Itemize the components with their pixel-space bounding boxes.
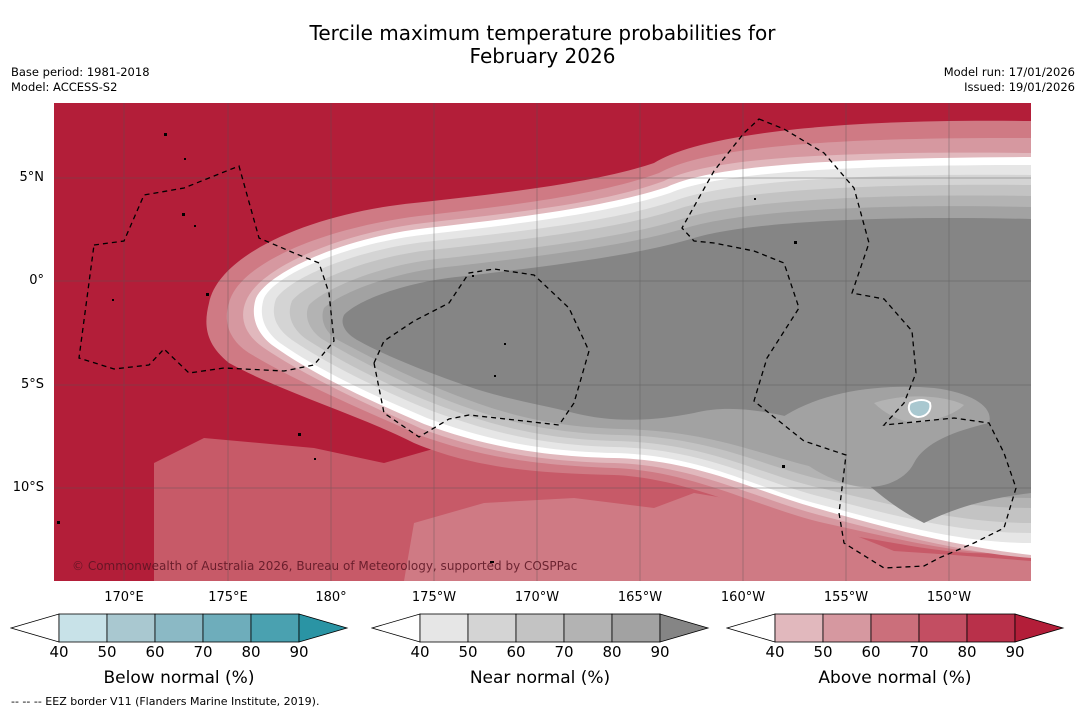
colorbar-extend-left [726, 613, 776, 643]
lat-label-5s: 5°S [20, 377, 44, 392]
region-above-60-south [404, 488, 1031, 581]
colorbar-segment [918, 613, 968, 643]
near-tick-50: 50 [458, 643, 478, 661]
lon-label-180: 180° [315, 590, 347, 605]
colorbar-segment [58, 613, 108, 643]
colorbar-extend-right [298, 613, 349, 643]
near-tick-80: 80 [602, 643, 622, 661]
below-tick-80: 80 [241, 643, 261, 661]
colorbar-segment [467, 613, 517, 643]
colorbar-extend-left [10, 613, 60, 643]
above-tick-80: 80 [957, 643, 977, 661]
below-tick-60: 60 [145, 643, 165, 661]
colorbar-segment [154, 613, 204, 643]
colorbar-segment [563, 613, 613, 643]
region-below-50 [907, 399, 932, 419]
below-tick-70: 70 [193, 643, 213, 661]
above-tick-40: 40 [765, 643, 785, 661]
below-tick-90: 90 [289, 643, 309, 661]
near-tick-90: 90 [650, 643, 670, 661]
lat-label-0: 0° [29, 273, 44, 288]
lon-label-165w: 165°W [617, 590, 663, 605]
colorbar-segment [250, 613, 300, 643]
colorbar-segment [202, 613, 252, 643]
lon-label-155w: 155°W [823, 590, 869, 605]
eez-footnote: -- -- -- EEZ border V11 (Flanders Marine… [11, 695, 320, 708]
near-tick-60: 60 [506, 643, 526, 661]
colorbar-segment [419, 613, 469, 643]
lon-label-160w: 160°W [720, 590, 766, 605]
colorbar-extend-left [371, 613, 421, 643]
near-tick-40: 40 [410, 643, 430, 661]
below-tick-50: 50 [97, 643, 117, 661]
above-tick-50: 50 [813, 643, 833, 661]
below-normal-label: Below normal (%) [103, 668, 255, 688]
colorbar-above [726, 613, 1065, 643]
above-tick-90: 90 [1005, 643, 1025, 661]
colorbar-segment [774, 613, 824, 643]
below-tick-40: 40 [49, 643, 69, 661]
colorbar-segment [870, 613, 920, 643]
above-normal-label: Above normal (%) [818, 668, 972, 688]
near-tick-70: 70 [554, 643, 574, 661]
eez-borders [78, 118, 1017, 569]
islands [57, 133, 797, 563]
model-run: Model run: 17/01/2026 [943, 65, 1075, 79]
colorbar-extend-right [1014, 613, 1065, 643]
model-name: Model: ACCESS-S2 [11, 80, 118, 94]
lat-label-10s: 10°S [12, 480, 44, 495]
lon-label-170e: 170°E [104, 590, 144, 605]
above-tick-60: 60 [861, 643, 881, 661]
graticule [54, 103, 1031, 581]
lon-label-170w: 170°W [514, 590, 560, 605]
colorbar-extend-right [659, 613, 710, 643]
map-title-line2: February 2026 [469, 44, 616, 68]
colorbar-near [371, 613, 710, 643]
colorbar-segment [515, 613, 565, 643]
lon-label-175e: 175°E [208, 590, 248, 605]
map-credit: © Commonwealth of Australia 2026, Bureau… [72, 559, 577, 573]
issued-date: Issued: 19/01/2026 [964, 80, 1075, 94]
colorbar-below [10, 613, 349, 643]
lon-label-150w: 150°W [926, 590, 972, 605]
map-title-line1: Tercile maximum temperature probabilitie… [309, 21, 776, 45]
above-tick-70: 70 [909, 643, 929, 661]
colorbar-segment [966, 613, 1016, 643]
colorbar-segment [106, 613, 156, 643]
colorbar-segment [822, 613, 872, 643]
base-period: Base period: 1981-2018 [11, 65, 150, 79]
colorbar-segment [611, 613, 661, 643]
lat-label-5n: 5°N [19, 170, 45, 185]
probability-map: © Commonwealth of Australia 2026, Bureau… [54, 103, 1031, 581]
lon-label-175w: 175°W [411, 590, 457, 605]
near-normal-label: Near normal (%) [469, 668, 611, 688]
